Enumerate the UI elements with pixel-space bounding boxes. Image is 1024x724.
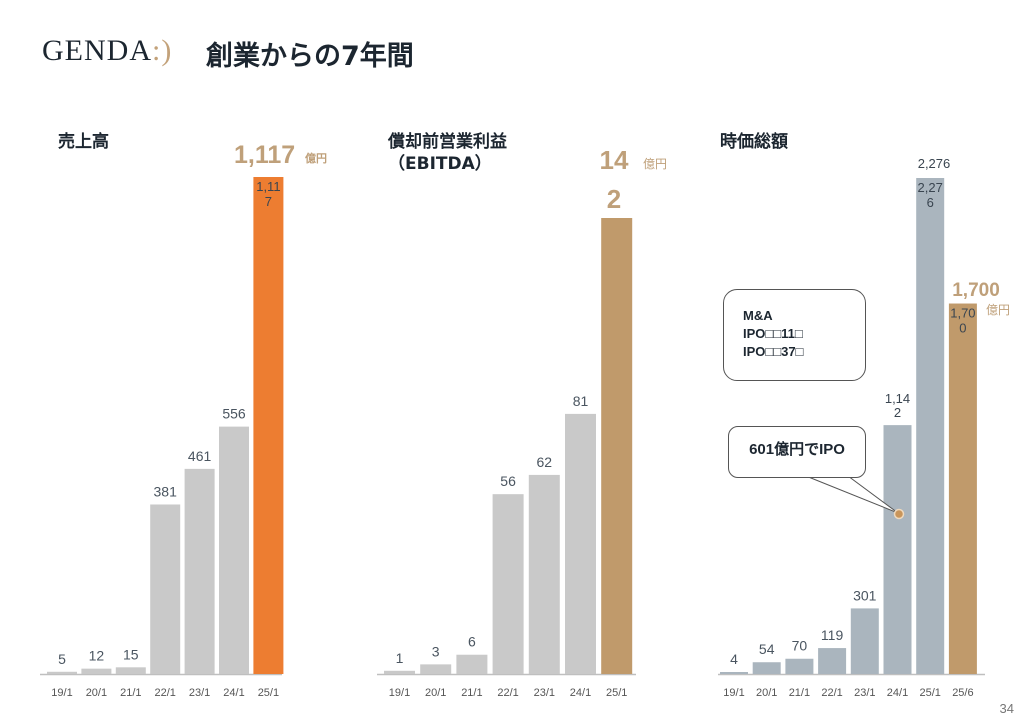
x-tick-label: 19/1: [389, 687, 410, 699]
data-label: 556: [222, 406, 246, 422]
x-tick-label: 23/1: [854, 687, 875, 699]
data-label: 3: [432, 643, 440, 659]
highlight-market-cap-unit: 億円: [986, 303, 1010, 317]
data-label: 15: [123, 646, 139, 662]
x-tick-label: 21/1: [461, 687, 482, 699]
data-label: 4: [730, 651, 738, 667]
bar-20-1: [420, 664, 452, 674]
bar-22-1: [492, 494, 524, 674]
chart-title-ebitda: 償却前営業利益 （EBITDA）: [388, 131, 507, 175]
x-tick-label: 20/1: [425, 687, 446, 699]
x-tick-label: 23/1: [534, 687, 555, 699]
callout-ipo: 601億円でIPO: [728, 426, 866, 478]
callout-ipo-text: 601億円でIPO: [749, 441, 845, 458]
bar-25-1: [916, 178, 945, 674]
bar-24-1: [883, 425, 912, 674]
chart-title-ebitda-line2: （EBITDA）: [388, 154, 492, 174]
data-label: 301: [853, 587, 877, 603]
bar-20-1: [81, 668, 112, 674]
logo-smile: :): [152, 34, 173, 67]
x-tick-label: 20/1: [756, 687, 777, 699]
bar-25-1: [253, 177, 284, 674]
x-tick-label: 23/1: [189, 687, 210, 699]
data-label: 119: [821, 627, 844, 643]
bar-19-1: [384, 670, 415, 674]
bar-20-1: [752, 662, 781, 674]
highlight-ebitda-value: 14: [600, 145, 629, 175]
chart-title-revenue: 売上高: [58, 132, 109, 152]
x-tick-label: 22/1: [821, 687, 842, 699]
bar-25-6: [948, 303, 977, 674]
highlight-ebitda-value-2: 2: [607, 184, 621, 214]
bar-19-1: [47, 671, 77, 674]
x-tick-label: 22/1: [154, 687, 175, 699]
genda-logo: GENDA:): [42, 34, 172, 68]
highlight-revenue-value: 1,117: [234, 141, 295, 169]
x-tick-label: 21/1: [789, 687, 810, 699]
data-label: 81: [573, 393, 589, 409]
data-label: 461: [188, 448, 212, 464]
x-tick-label: 21/1: [120, 687, 141, 699]
data-label: 5: [58, 651, 66, 667]
x-tick-label: 24/1: [887, 687, 908, 699]
page-number: 34: [999, 701, 1014, 716]
data-label: 1,70 0: [950, 306, 975, 336]
x-tick-label: 25/1: [258, 687, 279, 699]
data-label: 381: [154, 483, 178, 499]
data-label: 6: [468, 634, 476, 650]
bar-23-1: [528, 474, 560, 674]
page-title: 創業からの7年間: [206, 41, 414, 72]
data-label: 54: [759, 641, 775, 657]
data-label: 1,11 7: [256, 179, 280, 209]
bar-23-1: [850, 608, 879, 674]
logo-text: GENDA: [42, 34, 152, 67]
data-label: 1,14 2: [885, 391, 910, 420]
chart-title-ebitda-line1: 償却前営業利益: [388, 132, 507, 152]
bar-23-1: [184, 468, 215, 674]
bar-21-1: [456, 654, 488, 674]
x-tick-label: 19/1: [723, 687, 744, 699]
bar-25-1: [601, 218, 633, 674]
bar-21-1: [115, 667, 146, 674]
highlight-revenue-unit: 億円: [305, 151, 327, 165]
bar-24-1: [565, 413, 596, 674]
data-label: 2,27 6: [918, 180, 943, 210]
bar-19-1: [720, 672, 748, 674]
callout-line-1: M&A: [743, 308, 773, 323]
callout-ma-ipo: M&A IPO□□11□ IPO□□37□: [723, 289, 866, 381]
x-tick-label: 25/1: [919, 687, 940, 699]
x-tick-label: 20/1: [86, 687, 107, 699]
top-label-market-cap: 2,276: [918, 156, 951, 171]
x-tick-label: 24/1: [223, 687, 244, 699]
x-tick-label: 22/1: [497, 687, 518, 699]
bar-21-1: [785, 658, 814, 674]
bar-22-1: [150, 504, 181, 674]
bar-22-1: [818, 648, 847, 674]
chart-title-market-cap: 時価総額: [720, 132, 788, 152]
callout-line-2: IPO□□11□: [743, 326, 803, 341]
data-label: 62: [537, 454, 553, 470]
data-label: 12: [89, 648, 105, 664]
x-tick-label: 25/6: [952, 687, 973, 699]
data-label: 1: [396, 650, 404, 666]
data-label: 70: [792, 638, 808, 654]
bar-24-1: [219, 426, 249, 674]
x-tick-label: 24/1: [570, 687, 591, 699]
data-label: 56: [500, 473, 516, 489]
highlight-ebitda-unit: 億円: [643, 157, 667, 171]
callout-line-3: IPO□□37□: [743, 344, 804, 359]
x-tick-label: 19/1: [51, 687, 72, 699]
highlight-market-cap-value: 1,700: [952, 280, 1000, 301]
x-tick-label: 25/1: [606, 687, 627, 699]
